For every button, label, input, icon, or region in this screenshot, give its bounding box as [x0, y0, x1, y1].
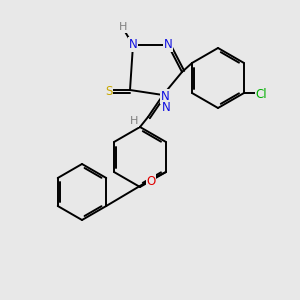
Text: H: H — [130, 116, 138, 126]
Text: Cl: Cl — [255, 88, 267, 101]
Text: N: N — [164, 38, 172, 51]
Text: N: N — [129, 38, 137, 51]
Text: O: O — [146, 175, 156, 188]
Text: H: H — [119, 22, 127, 32]
Text: N: N — [162, 101, 170, 114]
Text: N: N — [160, 90, 169, 103]
Text: S: S — [105, 85, 113, 98]
